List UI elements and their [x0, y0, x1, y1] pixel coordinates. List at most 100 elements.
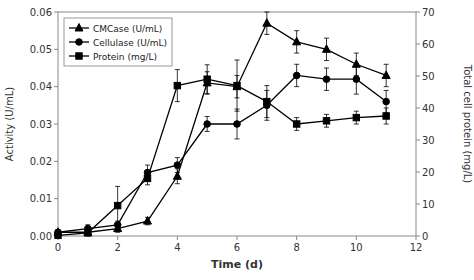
error-bar	[354, 111, 359, 124]
y2-axis-label: Total cell protein (mg/L)	[462, 64, 473, 184]
data-point	[323, 45, 331, 53]
error-bar-cap	[235, 60, 240, 61]
error-bar-cap	[354, 94, 359, 95]
data-point	[55, 232, 61, 238]
y-tick	[54, 12, 58, 13]
y-tick-label: 0.01	[30, 193, 52, 204]
series	[55, 60, 390, 239]
data-point	[234, 121, 241, 128]
series	[55, 64, 390, 235]
y2-tick-label: 70	[422, 7, 435, 18]
x-tick	[416, 236, 417, 240]
error-bar-cap	[264, 85, 269, 86]
error-bar-cap	[115, 224, 120, 225]
data-point	[383, 98, 390, 105]
error-bar-cap	[175, 183, 180, 184]
y-tick	[54, 86, 58, 87]
error-bar-cap	[205, 116, 210, 117]
error-bar	[145, 172, 150, 185]
data-point	[173, 172, 181, 180]
legend-label: Cellulase (U/mL)	[93, 38, 167, 48]
y-tick-label: 0.03	[30, 119, 52, 130]
error-bar-cap	[294, 64, 299, 65]
legend-box	[64, 18, 172, 66]
y2-tick-label: 20	[422, 167, 435, 178]
error-bar-cap	[115, 186, 120, 187]
y2-tick	[416, 108, 420, 109]
error-bar-cap	[264, 117, 269, 118]
error-bar	[235, 109, 240, 139]
error-bar-cap	[384, 86, 389, 87]
error-bar-cap	[175, 157, 180, 158]
error-bar-cap	[205, 131, 210, 132]
data-point	[114, 202, 120, 208]
error-bar-cap	[384, 64, 389, 65]
error-bar-cap	[294, 117, 299, 118]
error-bar-cap	[175, 69, 180, 70]
y2-tick	[416, 76, 420, 77]
error-bar	[294, 118, 299, 131]
error-bar-cap	[145, 172, 150, 173]
y-tick	[54, 124, 58, 125]
y2-tick	[416, 172, 420, 173]
error-bar-cap	[354, 111, 359, 112]
error-bar-cap	[264, 34, 269, 35]
error-bar	[384, 108, 389, 124]
data-point	[353, 76, 360, 83]
error-bar-cap	[294, 30, 299, 31]
y2-tick	[416, 140, 420, 141]
series-line	[58, 79, 386, 235]
x-tick-label: 2	[114, 242, 120, 253]
y2-tick-label: 40	[422, 103, 435, 114]
y2-tick-label: 60	[422, 39, 435, 50]
data-point	[85, 230, 91, 236]
data-point	[323, 76, 330, 83]
data-point	[264, 98, 270, 104]
error-bar	[264, 86, 269, 118]
chart: 0246810120.000.010.020.030.040.050.06010…	[0, 0, 474, 280]
y2-tick-label: 30	[422, 135, 435, 146]
axes: 0246810120.000.010.020.030.040.050.06010…	[4, 7, 473, 272]
data-point	[293, 121, 299, 127]
data-point	[234, 82, 240, 88]
background	[0, 0, 474, 280]
error-bar-cap	[354, 53, 359, 54]
legend-marker	[75, 24, 83, 32]
y-tick-label: 0.02	[30, 156, 52, 167]
y2-tick	[416, 204, 420, 205]
x-tick	[356, 236, 357, 240]
data-point	[144, 217, 152, 225]
y2-tick-label: 10	[422, 199, 435, 210]
data-point	[353, 114, 359, 120]
error-bar	[175, 158, 180, 173]
y-tick-label: 0.06	[30, 7, 52, 18]
plot-area	[54, 12, 390, 239]
error-bar	[294, 64, 299, 86]
error-bar	[205, 117, 210, 132]
y-tick	[54, 49, 58, 50]
error-bar	[175, 70, 180, 102]
series-line	[58, 23, 386, 232]
data-point	[144, 175, 150, 181]
x-tick	[177, 236, 178, 240]
legend-label: CMCase (U/mL)	[93, 24, 162, 34]
y2-tick-label: 50	[422, 71, 435, 82]
y-tick	[54, 161, 58, 162]
error-bar-cap	[324, 90, 329, 91]
x-tick-label: 12	[410, 242, 423, 253]
error-bar	[235, 60, 240, 111]
data-point	[204, 76, 210, 82]
legend-marker	[76, 39, 83, 46]
data-point	[293, 37, 301, 45]
legend-marker	[76, 53, 82, 59]
error-bar	[85, 230, 90, 236]
error-bar-cap	[264, 12, 269, 13]
x-axis-label: Time (d)	[211, 258, 263, 271]
x-tick-label: 6	[234, 242, 240, 253]
y-tick-label: 0.05	[30, 44, 52, 55]
y2-tick	[416, 44, 420, 45]
error-bar-cap	[205, 64, 210, 65]
y2-tick	[416, 12, 420, 13]
series	[54, 12, 390, 235]
series-line	[58, 75, 386, 232]
